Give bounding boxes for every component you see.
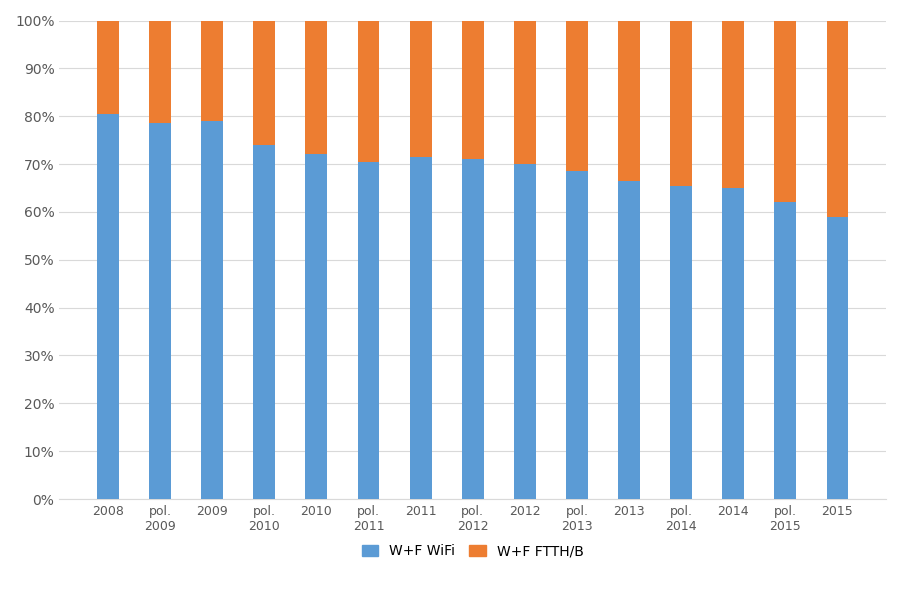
Bar	[775, 20, 796, 202]
Bar	[201, 121, 223, 499]
Bar	[97, 114, 119, 499]
Bar	[410, 20, 432, 157]
Bar	[723, 20, 744, 188]
Legend: W+F WiFi, W+F FTTH/B: W+F WiFi, W+F FTTH/B	[356, 539, 589, 564]
Bar	[149, 124, 171, 499]
Bar	[305, 154, 327, 499]
Bar	[253, 20, 275, 145]
Bar	[253, 145, 275, 499]
Bar	[670, 186, 692, 499]
Bar	[826, 216, 849, 499]
Bar	[461, 159, 484, 499]
Bar	[514, 164, 536, 499]
Bar	[358, 162, 379, 499]
Bar	[618, 181, 640, 499]
Bar	[775, 202, 796, 499]
Bar	[566, 171, 587, 499]
Bar	[826, 20, 849, 216]
Bar	[461, 20, 484, 159]
Bar	[670, 20, 692, 186]
Bar	[410, 157, 432, 499]
Bar	[514, 20, 536, 164]
Bar	[149, 20, 171, 124]
Bar	[723, 188, 744, 499]
Bar	[305, 20, 327, 154]
Bar	[97, 20, 119, 114]
Bar	[618, 20, 640, 181]
Bar	[201, 20, 223, 121]
Bar	[566, 20, 587, 171]
Bar	[358, 20, 379, 162]
